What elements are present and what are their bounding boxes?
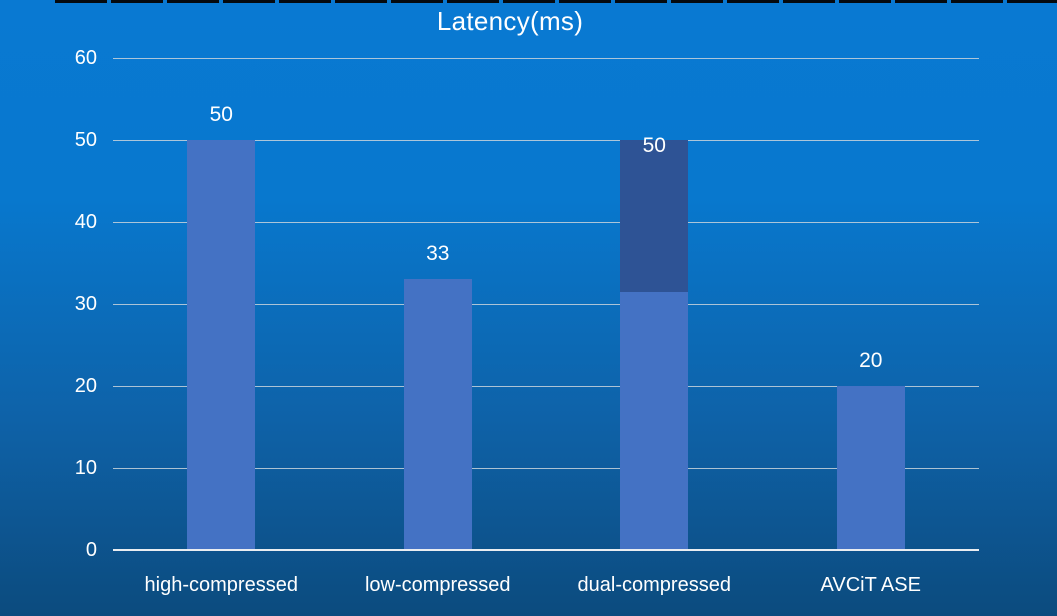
bar-segment-AVCiT ASE-0 (836, 386, 905, 550)
chart-title: Latency(ms) (436, 6, 584, 36)
gridline-40 (113, 221, 979, 223)
bar-segment-dual-compressed-1 (620, 140, 689, 292)
x-axis-line (113, 549, 979, 551)
x-category-label-dual-compressed: dual-compressed (577, 574, 731, 596)
x-category-label-AVCiT ASE: AVCiT ASE (820, 574, 921, 596)
y-tick-label-40: 40 (74, 211, 97, 233)
gridline-10 (113, 467, 979, 469)
bar-value-label-AVCiT ASE: 20 (859, 349, 883, 372)
bar-segment-low-compressed-0 (403, 279, 472, 550)
y-tick-label-10: 10 (74, 457, 97, 479)
bar-value-label-dual-compressed: 50 (642, 134, 666, 157)
y-tick-label-0: 0 (85, 539, 97, 561)
gridline-30 (113, 303, 979, 305)
bar-segment-high-compressed-0 (187, 140, 256, 550)
bar-value-label-low-compressed: 33 (426, 242, 450, 266)
x-category-label-high-compressed: high-compressed (144, 574, 298, 596)
y-tick-label-20: 20 (74, 375, 97, 397)
bar-segment-dual-compressed-0 (620, 291, 689, 550)
gridline-20 (113, 385, 979, 387)
top-edge-line (55, 0, 1057, 3)
x-category-label-low-compressed: low-compressed (364, 574, 511, 596)
gridline-60 (113, 57, 979, 59)
y-tick-label-30: 30 (74, 293, 97, 315)
y-tick-label-50: 50 (74, 129, 97, 151)
bar-value-label-high-compressed: 50 (209, 103, 233, 126)
gridline-50 (113, 139, 979, 141)
y-tick-label-60: 60 (74, 47, 97, 69)
